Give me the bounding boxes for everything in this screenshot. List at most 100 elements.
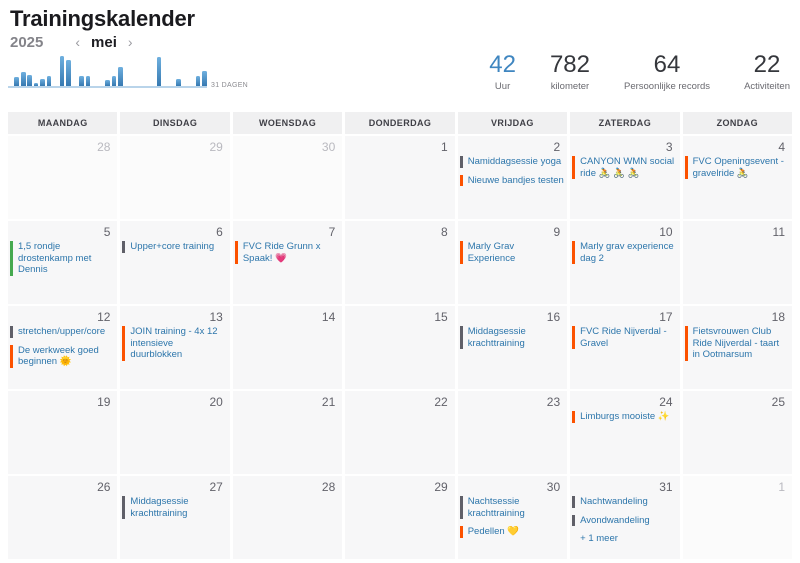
chart-bar — [59, 56, 65, 86]
calendar-event[interactable]: Marly grav experience dag 2 — [572, 241, 676, 264]
calendar-event[interactable]: Marly Grav Experience — [459, 241, 564, 264]
day-cell[interactable]: 30 — [232, 136, 343, 219]
day-cell[interactable]: 13 JOIN training - 4x 12 intensieve duurb… — [120, 306, 230, 389]
day-cell[interactable]: 29 — [345, 476, 455, 559]
day-cell[interactable]: 29 — [120, 136, 230, 219]
calendar-event[interactable]: Avondwandeling — [572, 514, 676, 526]
date-label: 10 — [659, 225, 673, 239]
date-label: 8 — [441, 225, 448, 239]
chart-bar — [195, 76, 201, 86]
day-cell[interactable]: 4 FVC Openingsevent - gravelride 🚴 — [682, 136, 792, 219]
chart-bar-slot — [189, 54, 194, 86]
stat-distance-value: 782 — [549, 51, 590, 78]
day-cell[interactable]: 8 — [345, 221, 455, 304]
day-cell[interactable]: 3 CANYON WMN social ride 🚴 🚴 🚴 — [570, 136, 680, 219]
chart-bar-slot — [117, 54, 123, 86]
date-label: 30 — [321, 140, 336, 154]
weekday-header: ZATERDAG — [570, 112, 680, 134]
day-cell[interactable]: 27 Middagsessie krachttraining — [120, 476, 230, 559]
calendar-event[interactable]: FVC Ride Nijverdal - Gravel — [572, 326, 676, 349]
chart-bar — [111, 76, 117, 86]
chart-bar — [40, 79, 45, 86]
day-cell[interactable]: 2 Namiddagsessie yoga Nieuwe bandjes teste… — [457, 136, 568, 219]
calendar-event[interactable]: Nieuwe bandjes testen — [459, 174, 564, 186]
day-cell[interactable]: 22 — [345, 391, 455, 474]
calendar-event[interactable]: stretchen/upper/core — [10, 326, 114, 338]
day-cell[interactable]: 1 — [345, 136, 455, 219]
calendar-event[interactable]: Middagsessie krachttraining — [459, 326, 564, 349]
day-cell[interactable]: 18 Fietsvrouwen Club Ride Nijverdal - taa… — [682, 306, 792, 389]
day-cell[interactable]: 30 Nachtsessie krachttraining Pedellen 💛 — [457, 476, 568, 559]
day-cell[interactable]: 21 — [232, 391, 343, 474]
day-cell[interactable]: 6 Upper+core training — [120, 221, 230, 304]
date-label: 28 — [321, 480, 336, 494]
day-cell[interactable]: 26 — [8, 476, 118, 559]
chart-bar-slot — [66, 54, 71, 86]
day-cell[interactable]: 16 Middagsessie krachttraining — [457, 306, 568, 389]
calendar-event[interactable]: Nachtwandeling — [572, 496, 676, 508]
day-cell[interactable]: 14 — [232, 306, 343, 389]
day-cell[interactable]: 15 — [345, 306, 455, 389]
day-cell[interactable]: 9 Marly Grav Experience — [457, 221, 568, 304]
date-label: 26 — [97, 480, 111, 494]
day-cell[interactable]: 28 — [8, 136, 118, 219]
calendar-event[interactable]: Upper+core training — [122, 241, 226, 253]
week-row: 12 stretchen/upper/core De werkweek goed b… — [8, 306, 792, 389]
day-cell[interactable]: 12 stretchen/upper/core De werkweek goed b… — [8, 306, 118, 389]
chart-bar — [66, 60, 71, 86]
chart-bar-slot — [111, 54, 117, 86]
weekday-header-row: MAANDAG DINSDAG WOENSDAG DONDERDAG VRIJDAG ZA… — [8, 112, 792, 134]
calendar-event[interactable]: 1,5 rondje drostenkamp met Dennis — [10, 241, 114, 276]
day-cell[interactable]: 7 FVC Ride Grunn x Spaak! 💗 — [232, 221, 343, 304]
calendar-event[interactable]: Pedellen 💛 — [459, 526, 564, 538]
date-label: 28 — [97, 140, 111, 154]
day-cell[interactable]: 23 — [457, 391, 568, 474]
chart-bar-slot — [85, 54, 91, 86]
date-label: 23 — [546, 395, 561, 409]
calendar-event[interactable]: FVC Ride Grunn x Spaak! 💗 — [234, 241, 339, 264]
stat-activities-value: 22 — [753, 51, 781, 78]
calendar-event[interactable]: Middagsessie krachttraining — [122, 496, 226, 519]
chart-bar — [117, 67, 123, 86]
calendar-event[interactable]: Fietsvrouwen Club Ride Nijverdal - taart… — [684, 326, 789, 361]
calendar-event[interactable]: Limburgs mooiste ✨ — [572, 411, 676, 423]
calendar-event[interactable]: JOIN training - 4x 12 intensieve duurblo… — [122, 326, 226, 361]
day-cell[interactable]: 28 — [232, 476, 343, 559]
next-month-chevron-icon[interactable]: › — [127, 34, 133, 50]
calendar-event[interactable]: CANYON WMN social ride 🚴 🚴 🚴 — [572, 156, 676, 179]
prev-month-chevron-icon[interactable]: ‹ — [75, 34, 81, 50]
day-cell[interactable]: 11 — [682, 221, 792, 304]
day-cell[interactable]: 25 — [682, 391, 792, 474]
day-cell[interactable]: 10 Marly grav experience dag 2 — [570, 221, 680, 304]
week-row: 19 20 21 22 23 24 Limburgs mooiste ✨ 25 — [8, 391, 792, 474]
date-label: 29 — [209, 140, 223, 154]
chart-bar-slot — [124, 54, 129, 86]
calendar-weeks: 28 29 30 1 2 Namiddagsessie yoga Nieuwe bandje… — [8, 136, 792, 559]
day-cell[interactable]: 17 FVC Ride Nijverdal - Gravel — [570, 306, 680, 389]
calendar-event[interactable]: De werkweek goed beginnen 🌞 — [10, 344, 114, 368]
day-cell[interactable]: 19 — [8, 391, 118, 474]
date-label: 1 — [778, 480, 785, 494]
day-cell[interactable]: 5 1,5 rondje drostenkamp met Dennis — [8, 221, 118, 304]
date-label: 13 — [209, 310, 223, 324]
weekday-header: VRIJDAG — [457, 112, 568, 134]
chart-bar-slot — [79, 54, 84, 86]
chart-bar-slot — [183, 54, 188, 86]
more-events-link[interactable]: + 1 meer — [580, 533, 618, 544]
week-row: 26 27 Middagsessie krachttraining 28 29 30 Nac… — [8, 476, 792, 559]
date-label: 16 — [546, 310, 561, 324]
day-cell[interactable]: 20 — [120, 391, 230, 474]
day-cell[interactable]: 1 — [682, 476, 792, 559]
day-cell[interactable]: 31 Nachtwandeling Avondwandeling + 1 meer — [570, 476, 680, 559]
daily-hours-bar-chart: 31 DAGEN — [8, 54, 248, 89]
date-label: 15 — [434, 310, 448, 324]
page-title: Trainingskalender — [10, 6, 195, 31]
date-label: 21 — [321, 395, 336, 409]
date-label: 17 — [659, 310, 673, 324]
day-cell[interactable]: 24 Limburgs mooiste ✨ — [570, 391, 680, 474]
calendar-event[interactable]: Namiddagsessie yoga — [459, 156, 564, 168]
calendar-event[interactable]: Nachtsessie krachttraining — [459, 496, 564, 519]
date-label: 22 — [434, 395, 448, 409]
date-label: 31 — [659, 480, 673, 494]
calendar-event[interactable]: FVC Openingsevent - gravelride 🚴 — [684, 156, 789, 179]
